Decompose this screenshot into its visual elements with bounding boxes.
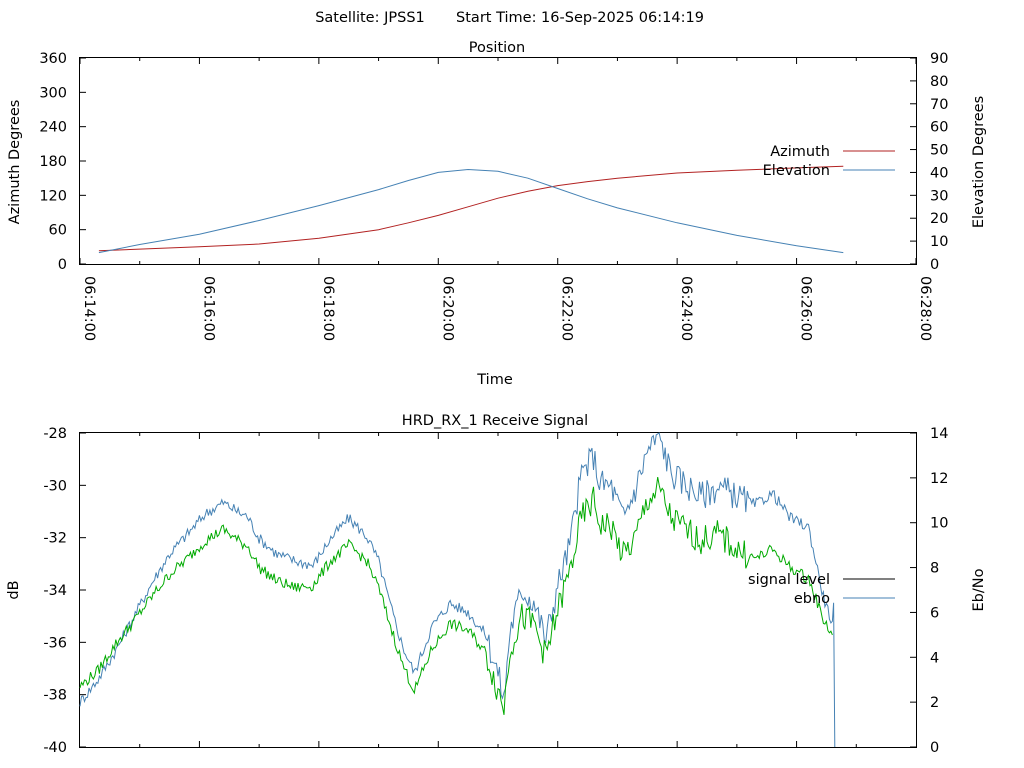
legend-azimuth-label: Azimuth xyxy=(770,144,830,160)
position-chart: Position 0 60 120 180 240 300 360 0 10 20 30 40 50 6… xyxy=(7,40,987,388)
position-right-tick-label: 70 xyxy=(930,97,948,113)
position-x-axis-ticks: 06:14:00 06:16:00 06:18:00 06:20:00 06:22:00… xyxy=(79,58,933,341)
position-right-tick-label: 0 xyxy=(930,257,939,273)
position-right-tick-label: 20 xyxy=(930,211,948,227)
position-series-elevation-line xyxy=(98,168,844,254)
position-right-tick-label: 80 xyxy=(930,74,948,90)
receive-legend: signal level ebno xyxy=(748,572,895,607)
receive-right-tick-label: 6 xyxy=(930,605,939,621)
receive-left-tick-label: -40 xyxy=(43,740,67,756)
receive-right-tick-label: 2 xyxy=(930,695,939,711)
receive-signal-chart: HRD_RX_1 Receive Signal -40-38-36-34-32-… xyxy=(6,413,987,756)
position-x-tick-label: 06:20:00 xyxy=(439,276,455,341)
receive-left-tick-label: -30 xyxy=(43,478,67,494)
position-left-tick-label: 120 xyxy=(39,188,67,204)
legend-elevation-label: Elevation xyxy=(763,163,830,179)
start-time-label: Start Time: 16-Sep-2025 06:14:19 xyxy=(456,10,704,26)
legend-signal-level-label: signal level xyxy=(748,572,830,588)
receive-left-tick-label: -36 xyxy=(43,635,67,651)
position-x-tick-label: 06:14:00 xyxy=(81,276,97,341)
receive-plot-frame xyxy=(79,432,917,748)
position-x-tick-label: 06:16:00 xyxy=(200,276,216,341)
receive-left-axis-ticks: -40 -38 -36 -34 -32 -30 -28 xyxy=(43,426,86,756)
receive-x-axis-ticks xyxy=(139,433,857,747)
position-series xyxy=(98,165,844,254)
receive-left-tick-label: -34 xyxy=(43,583,67,599)
receive-right-tick-label: 12 xyxy=(930,471,948,487)
receive-right-axis-ticks: 0 2 4 6 8 10 12 14 xyxy=(910,426,948,756)
receive-right-axis-label: Eb/No xyxy=(971,568,987,611)
position-left-tick-label: 60 xyxy=(49,223,67,239)
position-legend: Azimuth Elevation xyxy=(763,144,895,179)
receive-right-tick-label: 14 xyxy=(930,426,948,442)
receive-left-tick-label: -28 xyxy=(43,426,67,442)
position-right-tick-label: 50 xyxy=(930,143,948,159)
position-left-axis-ticks: 0 60 120 180 240 300 360 xyxy=(39,51,86,273)
position-right-tick-label: 10 xyxy=(930,234,948,250)
position-right-tick-label: 60 xyxy=(930,120,948,136)
position-right-tick-label: 30 xyxy=(930,188,948,204)
position-left-axis-label: Azimuth Degrees xyxy=(7,100,23,225)
position-left-tick-label: 240 xyxy=(39,120,67,136)
receive-signal-chart-title: HRD_RX_1 Receive Signal xyxy=(402,413,588,429)
position-right-tick-label: 90 xyxy=(930,51,948,67)
receive-right-tick-label: 4 xyxy=(930,650,939,666)
position-x-tick-label: 06:26:00 xyxy=(798,276,814,341)
receive-series xyxy=(79,432,836,748)
position-x-axis-label: Time xyxy=(476,372,513,388)
position-right-axis-label: Elevation Degrees xyxy=(971,96,987,228)
position-left-tick-label: 180 xyxy=(39,154,67,170)
position-left-tick-label: 360 xyxy=(39,51,67,67)
position-x-tick-label: 06:18:00 xyxy=(320,276,336,341)
receive-series-unlabeled-line xyxy=(79,477,833,715)
receive-series-ebno-line xyxy=(79,432,836,748)
position-series-azimuth-line xyxy=(98,165,844,252)
position-right-tick-label: 40 xyxy=(930,165,948,181)
position-plot-frame xyxy=(79,57,917,265)
position-right-axis-ticks: 0 10 20 30 40 50 60 70 80 90 xyxy=(910,51,948,273)
position-x-tick-label: 06:22:00 xyxy=(559,276,575,341)
satellite-label: Satellite: JPSS1 xyxy=(315,10,425,26)
receive-right-tick-label: 0 xyxy=(930,740,939,756)
receive-left-tick-label: -38 xyxy=(43,688,67,704)
receive-left-axis-label: dB xyxy=(6,580,22,599)
position-left-tick-label: 300 xyxy=(39,85,67,101)
position-x-tick-label: 06:28:00 xyxy=(917,276,933,341)
receive-right-tick-label: 10 xyxy=(930,516,948,532)
receive-right-tick-label: 8 xyxy=(930,561,939,577)
position-x-tick-label: 06:24:00 xyxy=(678,276,694,341)
position-left-tick-label: 0 xyxy=(58,257,67,273)
receive-left-tick-label: -32 xyxy=(43,531,67,547)
position-chart-title: Position xyxy=(469,40,525,56)
legend-ebno-label: ebno xyxy=(794,591,830,607)
